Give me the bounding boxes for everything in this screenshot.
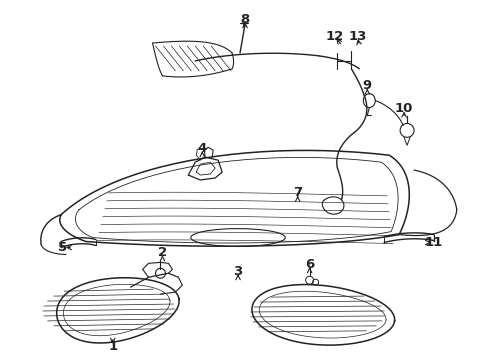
Text: 11: 11 [425, 236, 443, 249]
Text: 7: 7 [293, 186, 302, 199]
Text: 12: 12 [325, 30, 343, 42]
Text: 2: 2 [158, 246, 167, 259]
Text: 3: 3 [233, 265, 243, 278]
Text: 6: 6 [305, 258, 314, 271]
Text: 13: 13 [348, 30, 367, 42]
Text: 4: 4 [197, 142, 207, 155]
Text: 10: 10 [395, 102, 413, 115]
Text: 5: 5 [58, 241, 68, 254]
Text: 9: 9 [363, 79, 372, 92]
Text: 1: 1 [108, 340, 117, 353]
Text: 8: 8 [241, 13, 249, 26]
